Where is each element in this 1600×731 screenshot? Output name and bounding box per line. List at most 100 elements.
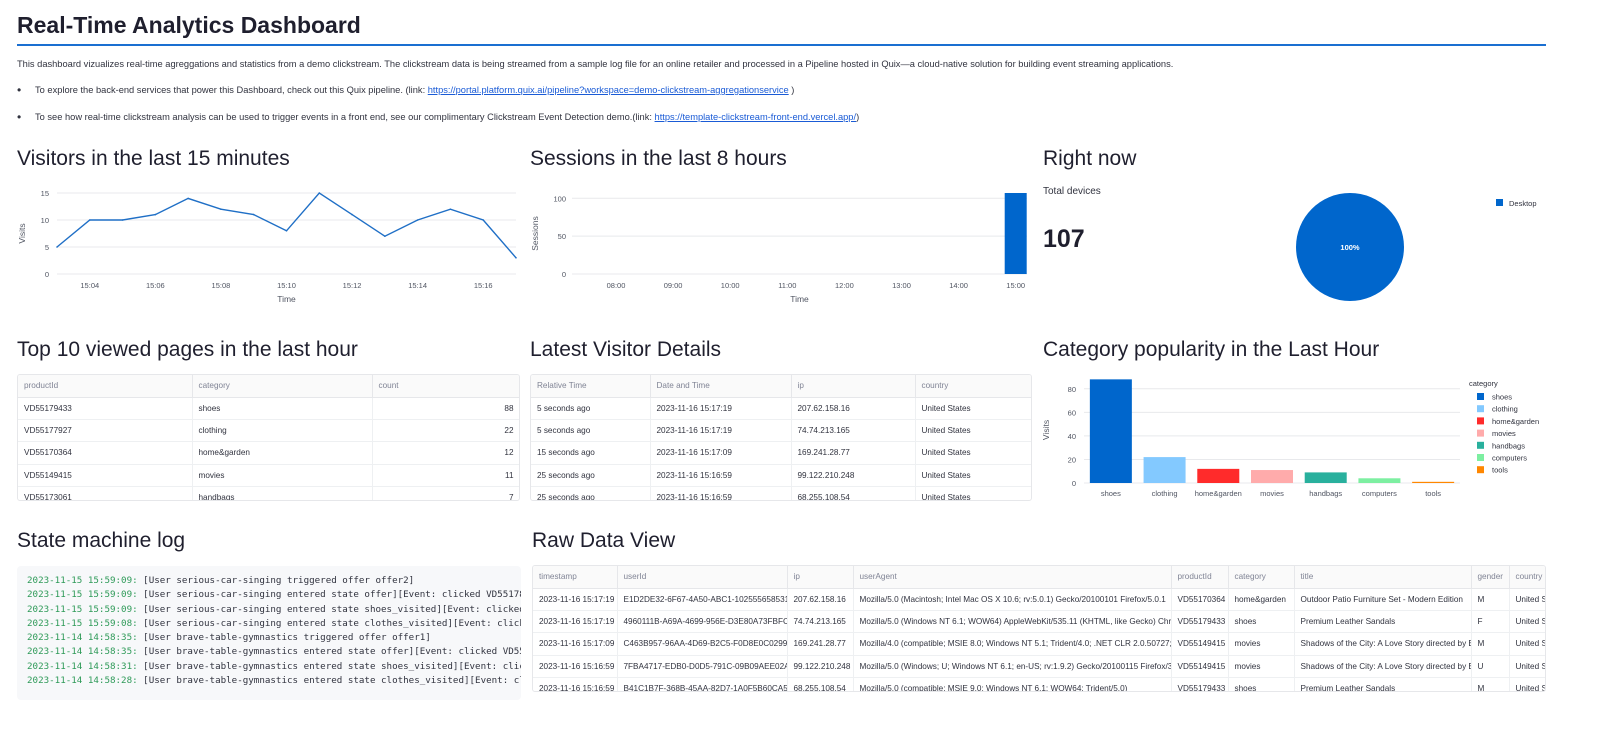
column-header[interactable]: timestamp xyxy=(533,566,618,589)
intro-text: This dashboard vizualizes real-time agre… xyxy=(17,59,1174,69)
table-row[interactable]: 2023-11-16 15:16:59 B41C1B7F-368B-45AA-82… xyxy=(533,677,1545,691)
pipeline-link[interactable]: https://portal.platform.quix.ai/pipeline… xyxy=(427,85,789,95)
latest-visitors-heading: Latest Visitor Details xyxy=(530,338,722,361)
frontend-demo-link[interactable]: https://template-clickstream-front-end.v… xyxy=(654,112,857,122)
y-tick-label: 15 xyxy=(41,189,49,198)
log-timestamp: 2023-11-14 14:58:28: xyxy=(27,675,138,687)
x-tick-label: 09:00 xyxy=(664,281,683,290)
visitors-line-chart[interactable]: 0 5 10 15 15:04 15:06 15:08 15:10 15:12 15:14 15:1… xyxy=(17,180,521,308)
column-header[interactable]: ip xyxy=(787,566,854,589)
column-header[interactable]: Date and Time xyxy=(650,375,792,398)
table-cell: United States xyxy=(1509,632,1545,656)
table-row[interactable]: 2023-11-16 15:17:09 C463B957-96AA-4D69-B2… xyxy=(533,632,1545,656)
table-cell: Premium Leather Sandals xyxy=(1294,610,1472,634)
legend-swatch xyxy=(1477,454,1484,461)
table-cell: 7FBA4717-EDB0-D0D5-791C-09B09AEE02A4 xyxy=(617,655,788,679)
table-cell: Shadows of the City: A Love Story direct… xyxy=(1294,655,1472,679)
category-bar-computers[interactable] xyxy=(1358,478,1401,483)
visits-data-point[interactable] xyxy=(449,208,452,210)
x-tick-label: movies xyxy=(1260,489,1284,498)
table-cell: 25 seconds ago xyxy=(531,464,651,488)
column-header[interactable]: Relative Time xyxy=(531,375,651,398)
category-bar-handbags[interactable] xyxy=(1304,472,1347,483)
table-row[interactable]: VD55149415 movies 11 xyxy=(18,464,519,488)
column-header[interactable]: title xyxy=(1294,566,1472,589)
state-machine-log[interactable]: 2023-11-15 15:59:09: [User serious-car-s… xyxy=(17,566,521,700)
visits-data-point[interactable] xyxy=(220,208,222,210)
table-row[interactable]: VD55177927 clothing 22 xyxy=(18,419,519,443)
visits-data-point[interactable] xyxy=(154,213,157,216)
table-row[interactable]: 25 seconds ago 2023-11-16 15:16:59 68.255.… xyxy=(531,486,1031,500)
visits-data-point[interactable] xyxy=(384,235,386,237)
table-row[interactable]: VD55179433 shoes 88 xyxy=(18,397,519,420)
y-tick-label: 100 xyxy=(553,194,566,203)
table-cell: United States xyxy=(1509,677,1545,691)
table-cell: 5 seconds ago xyxy=(531,397,651,420)
top-pages-table[interactable]: productId category count VD55179433 shoes… xyxy=(17,374,520,501)
visits-data-point[interactable] xyxy=(252,213,255,216)
category-bar-shoes[interactable] xyxy=(1089,379,1132,483)
column-header[interactable]: userAgent xyxy=(853,566,1172,589)
visits-data-point[interactable] xyxy=(515,257,517,259)
legend-label: shoes xyxy=(1492,393,1512,402)
sessions-bar[interactable] xyxy=(1004,193,1027,274)
column-header[interactable]: country xyxy=(1509,566,1545,589)
x-axis-label: Time xyxy=(790,294,809,304)
column-header[interactable]: userId xyxy=(617,566,788,589)
table-row[interactable]: 15 seconds ago 2023-11-16 15:17:09 169.241… xyxy=(531,441,1031,465)
visits-data-point[interactable] xyxy=(416,219,419,221)
sessions-bar-chart[interactable]: 0 50 100 08:00 09:00 10:00 11:00 12:00 13:00 14:0… xyxy=(530,180,1030,308)
log-line: 2023-11-15 15:59:08: [User serious-car-s… xyxy=(27,617,521,631)
visits-data-point[interactable] xyxy=(187,197,189,200)
y-tick-label: 40 xyxy=(1068,432,1076,441)
devices-pie-chart[interactable]: 100% Desktop xyxy=(1280,185,1560,310)
table-cell: 7 xyxy=(372,486,519,500)
pie-slice-desktop[interactable] xyxy=(1296,193,1404,301)
category-bar-chart[interactable]: 0 20 40 60 80 shoes clothing home&garden movies h… xyxy=(1040,372,1560,502)
column-header[interactable]: category xyxy=(1228,566,1295,589)
category-bar-movies[interactable] xyxy=(1251,470,1293,483)
table-cell: 2023-11-16 15:17:09 xyxy=(533,632,618,656)
column-header[interactable]: productId xyxy=(1171,566,1229,589)
table-cell: M xyxy=(1471,588,1510,611)
table-row[interactable]: 5 seconds ago 2023-11-16 15:17:19 74.74.21… xyxy=(531,419,1031,443)
table-row[interactable]: 25 seconds ago 2023-11-16 15:16:59 99.122.… xyxy=(531,464,1031,488)
category-bar-tools[interactable] xyxy=(1412,481,1455,483)
visits-data-point[interactable] xyxy=(482,219,485,221)
category-bar-clothing[interactable] xyxy=(1143,457,1186,483)
visits-series-line[interactable] xyxy=(56,192,517,259)
table-row[interactable]: 5 seconds ago 2023-11-16 15:17:19 207.62.1… xyxy=(531,397,1031,420)
table-cell: VD55170364 xyxy=(18,441,193,465)
column-header[interactable]: productId xyxy=(18,375,193,398)
visits-data-point[interactable] xyxy=(88,219,91,221)
table-row[interactable]: VD55173061 handbags 7 xyxy=(18,486,519,500)
raw-data-table[interactable]: timestamp userId ip userAgent productId … xyxy=(532,565,1546,692)
table-row[interactable]: 2023-11-16 15:17:19 4960111B-A69A-4699-95… xyxy=(533,610,1545,634)
column-header[interactable]: count xyxy=(372,375,519,398)
log-timestamp: 2023-11-14 14:58:35: xyxy=(27,632,138,644)
table-cell: VD55177927 xyxy=(18,419,193,443)
table-cell: shoes xyxy=(1228,677,1295,691)
table-cell: 68.255.108.54 xyxy=(791,486,916,500)
visits-data-point[interactable] xyxy=(285,230,288,232)
latest-visitors-table[interactable]: Relative Time Date and Time ip country 5… xyxy=(530,374,1032,501)
table-cell: M xyxy=(1471,677,1510,691)
table-row[interactable]: VD55170364 home&garden 12 xyxy=(18,441,519,465)
log-timestamp: 2023-11-15 15:59:09: xyxy=(27,575,138,586)
table-row[interactable]: 2023-11-16 15:17:19 E1D2DE32-6F67-4A50-AB… xyxy=(533,588,1545,611)
column-header[interactable]: gender xyxy=(1471,566,1510,589)
x-tick-label: home&garden xyxy=(1195,489,1242,498)
visits-data-point[interactable] xyxy=(318,192,321,194)
column-header[interactable]: ip xyxy=(791,375,916,398)
table-cell: 2023-11-16 15:16:59 xyxy=(650,486,792,500)
category-bar-home-garden[interactable] xyxy=(1197,468,1240,483)
table-row[interactable]: 2023-11-16 15:16:59 7FBA4717-EDB0-D0D5-79… xyxy=(533,655,1545,679)
visits-data-point[interactable] xyxy=(56,246,58,248)
visits-data-point[interactable] xyxy=(121,219,124,221)
visits-data-point[interactable] xyxy=(351,213,353,216)
table-cell: VD55179433 xyxy=(1171,677,1229,691)
table-cell: 74.74.213.165 xyxy=(787,610,854,634)
table-cell: Mozilla/5.0 (Windows; U; Windows NT 6.1;… xyxy=(853,655,1172,679)
column-header[interactable]: category xyxy=(192,375,373,398)
column-header[interactable]: country xyxy=(915,375,1031,398)
